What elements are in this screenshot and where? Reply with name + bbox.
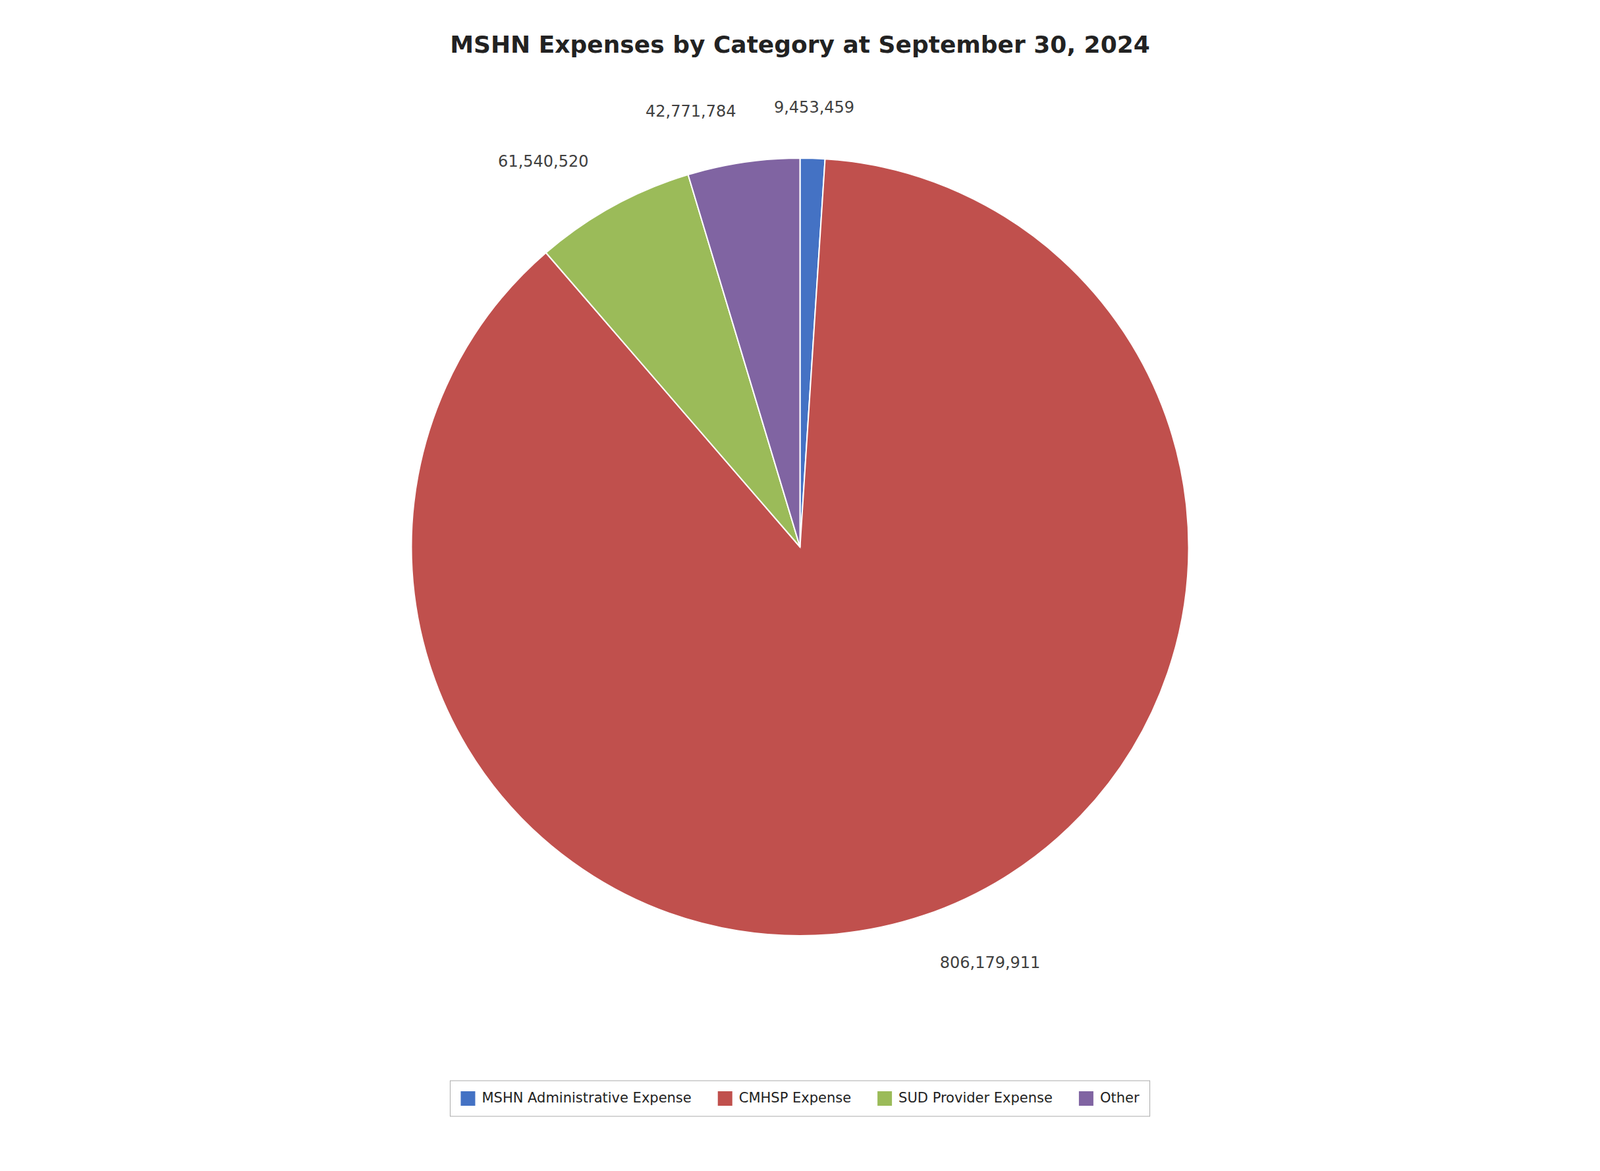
legend-item: Other [1078,1089,1140,1106]
data-label: 42,771,784 [645,102,736,121]
legend-label: Other [1100,1089,1140,1106]
legend-item: SUD Provider Expense [877,1089,1053,1106]
legend-frame [449,1080,1150,1116]
pie [411,158,1189,936]
pie-slice [688,158,801,547]
data-labels: 9,453,459 806,179,911 61,540,520 42,771,784 [497,98,1041,972]
legend-swatch [460,1090,475,1106]
legend-label: SUD Provider Expense [898,1089,1053,1106]
chart: MSHN Expenses by Category at September 3… [0,0,1600,1171]
legend: MSHN Administrative Expense CMHSP Expense… [449,1080,1150,1116]
legend-item: CMHSP Expense [717,1089,852,1106]
legend-swatch [1078,1090,1094,1106]
data-label: 61,540,520 [497,152,589,171]
legend-swatch [717,1090,733,1106]
legend-label: CMHSP Expense [739,1089,852,1106]
title: MSHN Expenses by Category at September 3… [449,30,1151,58]
data-label: 806,179,911 [939,953,1041,972]
data-label: 9,453,459 [773,98,855,117]
legend-label: MSHN Administrative Expense [481,1089,691,1106]
legend-swatch [877,1090,892,1106]
legend-item: MSHN Administrative Expense [460,1089,691,1106]
